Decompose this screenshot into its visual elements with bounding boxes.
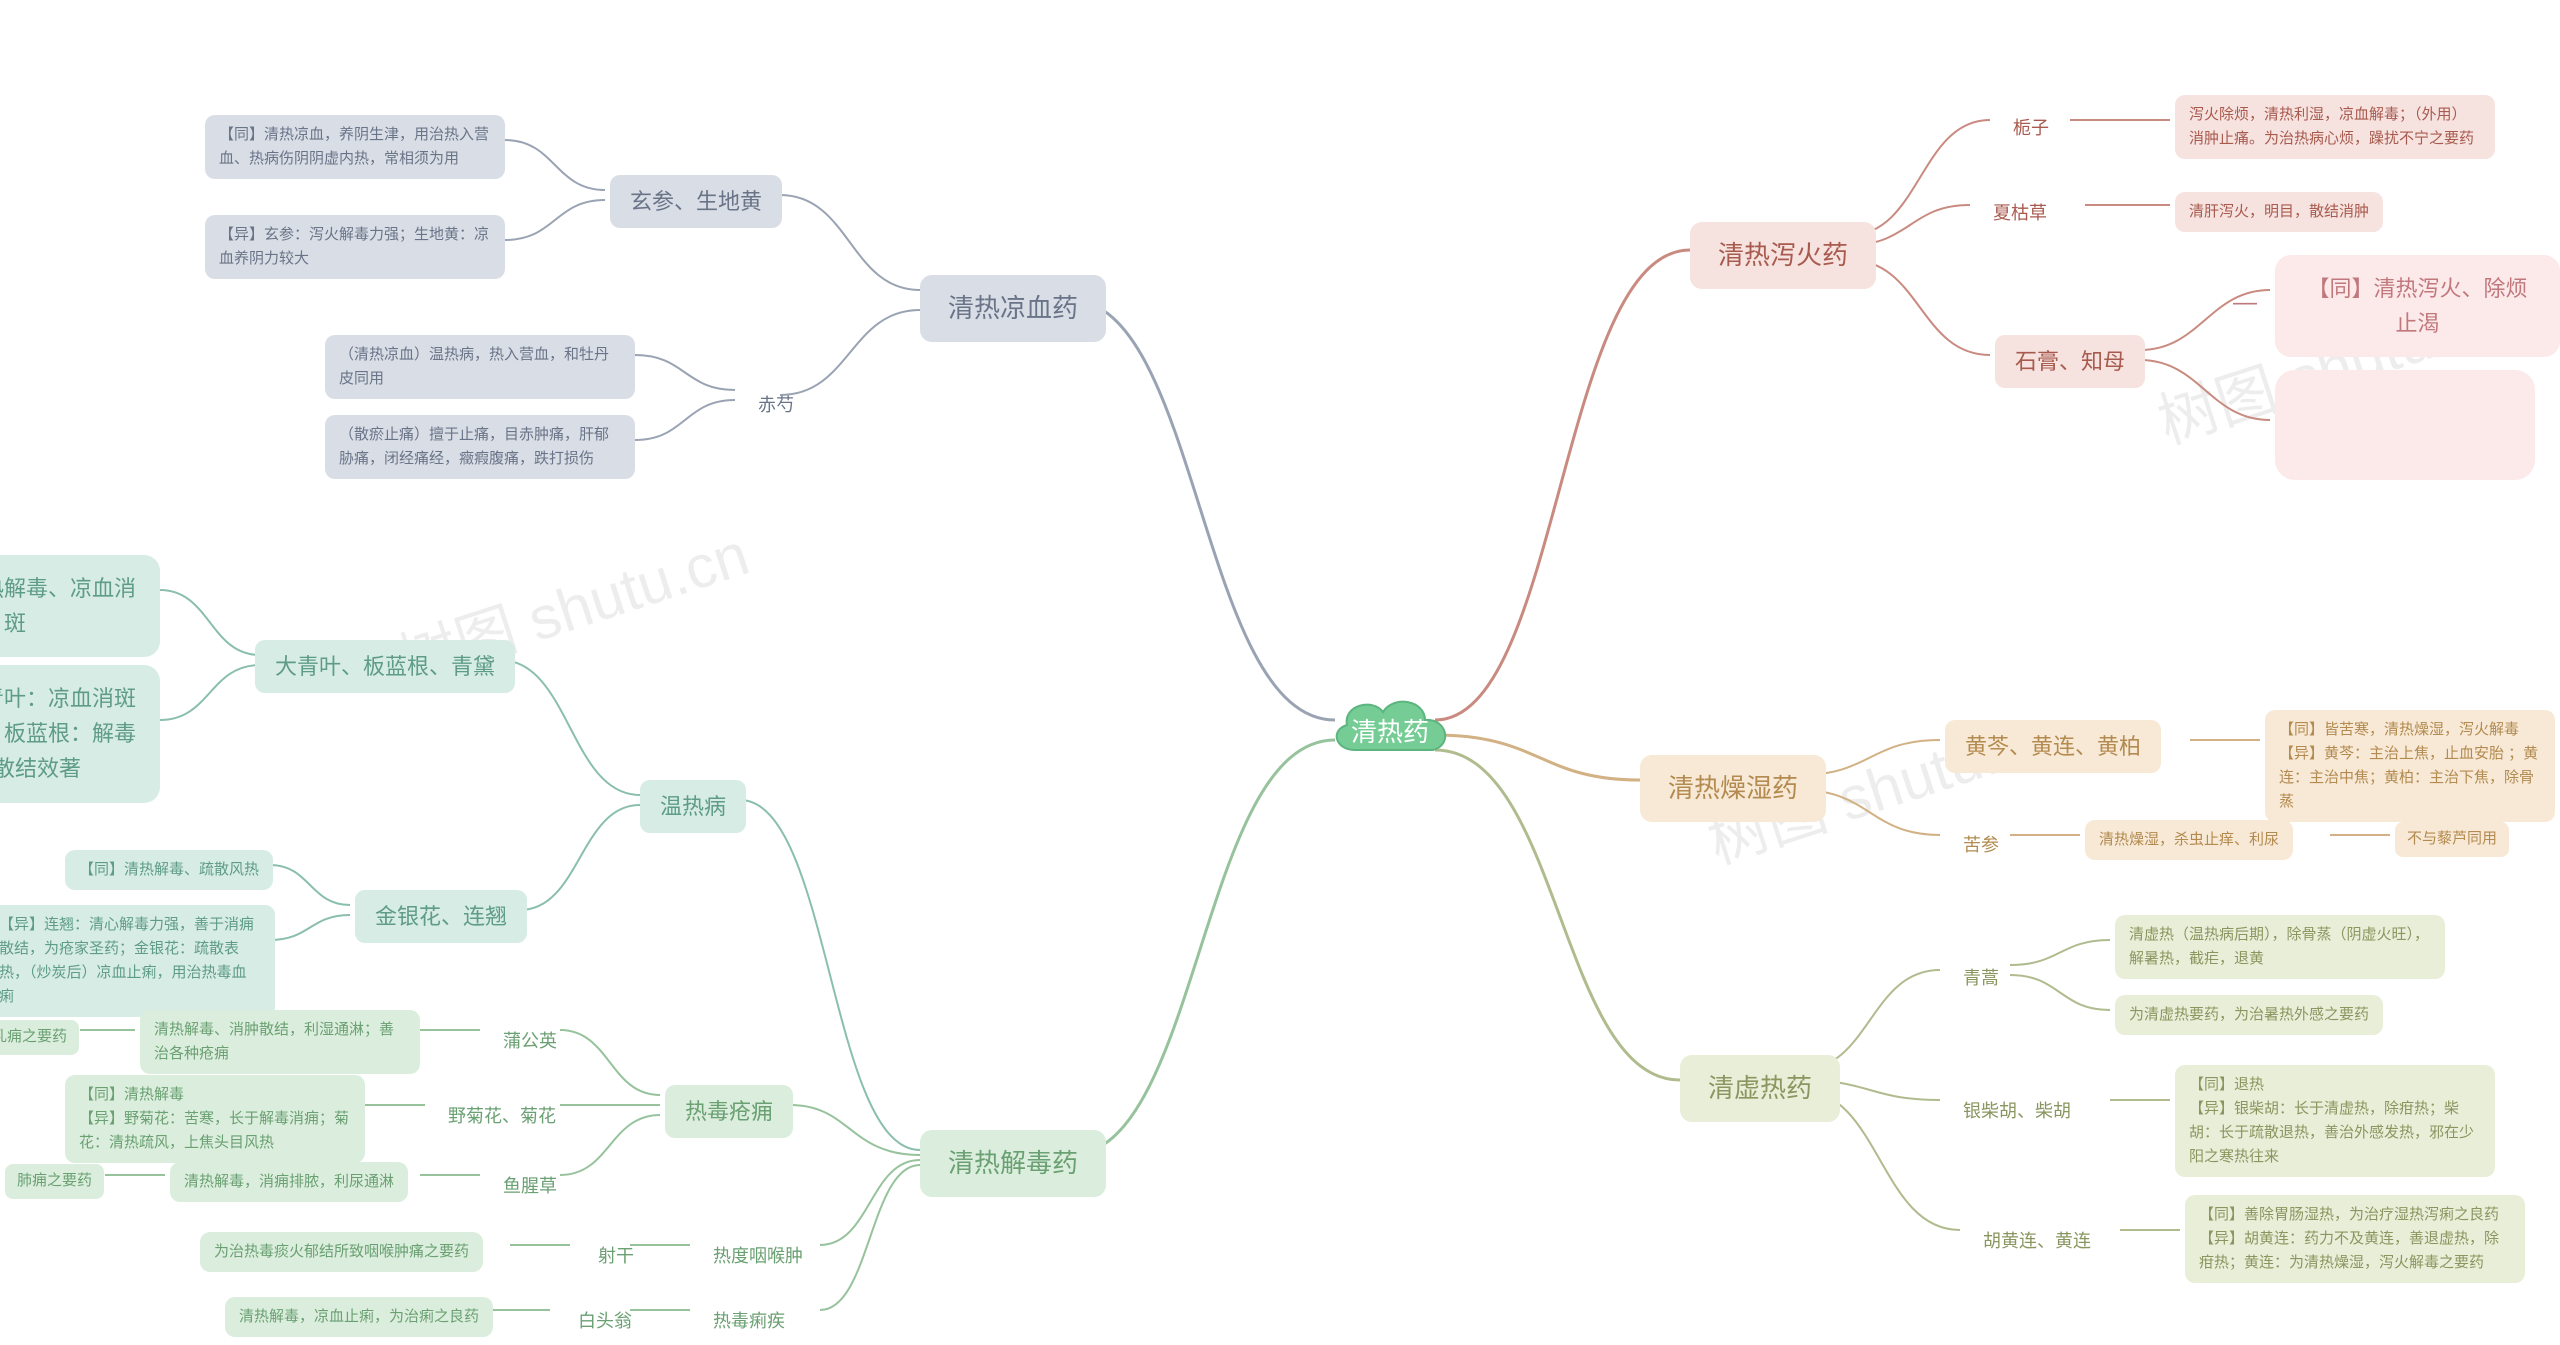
leaf-chishao-d2: （散瘀止痛）擅于止痛，目赤肿痛，肝郁胁痛，闭经痛经，癥瘕腹痛，跌打损伤 bbox=[325, 415, 635, 479]
node-chaihu[interactable]: 银柴胡、柴胡 bbox=[1945, 1088, 2089, 1135]
leaf-xuanshen-d2: 【异】玄参：泻火解毒力强；生地黄：凉血养阴力较大 bbox=[205, 215, 505, 279]
leaf-qinghao-d2: 为清虚热要药，为治暑热外感之要药 bbox=[2115, 995, 2383, 1035]
node-houzhong[interactable]: 热度咽喉肿 bbox=[695, 1233, 821, 1280]
tag-ruyong: 乳痈之要药 bbox=[0, 1020, 79, 1055]
leaf-yuxingcao-desc: 清热解毒，消痈排脓，利尿通淋 bbox=[170, 1162, 408, 1202]
node-chishao[interactable]: 赤芍 bbox=[740, 382, 812, 429]
cat-xu[interactable]: 清虚热药 bbox=[1680, 1055, 1840, 1122]
node-yejuhua[interactable]: 野菊花、菊花 bbox=[430, 1093, 574, 1140]
node-kushen[interactable]: 苦参 bbox=[1945, 822, 2017, 869]
node-shigao[interactable]: 石膏、知母 bbox=[1995, 335, 2145, 388]
node-baitouweng[interactable]: 白头翁 bbox=[560, 1298, 650, 1345]
node-liji[interactable]: 热毒痢疾 bbox=[695, 1298, 803, 1345]
node-huang3[interactable]: 黄芩、黄连、黄柏 bbox=[1945, 720, 2161, 773]
node-xuanshen[interactable]: 玄参、生地黄 bbox=[610, 175, 782, 228]
leaf-baitouweng-desc: 清热解毒，凉血止痢，为治痢之良药 bbox=[225, 1297, 493, 1337]
leaf-yejuhua-desc: 【同】清热解毒 【异】野菊花：苦寒，长于解毒消痈；菊花：清热疏风，上焦头目风热 bbox=[65, 1075, 365, 1163]
node-zhizi[interactable]: 栀子 bbox=[1995, 105, 2067, 152]
node-redu[interactable]: 热毒疮痈 bbox=[665, 1085, 793, 1138]
node-qinghao[interactable]: 青蒿 bbox=[1945, 955, 2017, 1002]
node-pugongying[interactable]: 蒲公英 bbox=[485, 1018, 575, 1065]
leaf-jinyinhua-d2: 【异】连翘：清心解毒力强，善于消痈散结，为疮家圣药；金银花：疏散表热，（炒炭后）… bbox=[0, 905, 275, 1017]
cat-damp[interactable]: 清热燥湿药 bbox=[1640, 755, 1826, 822]
tag-kushen-note: 不与藜芦同用 bbox=[2395, 822, 2509, 857]
root-label: 清热药 bbox=[1351, 712, 1429, 749]
leaf-kushen-desc: 清热燥湿，杀虫止痒、利尿 bbox=[2085, 820, 2293, 860]
leaf-jinyinhua-d1: 【同】清热解毒、疏散风热 bbox=[65, 850, 273, 890]
pink-empty-block bbox=[2275, 370, 2535, 480]
node-jinyinhua[interactable]: 金银花、连翘 bbox=[355, 890, 527, 943]
node-yuxingcao[interactable]: 鱼腥草 bbox=[485, 1163, 575, 1210]
leaf-chaihu-desc: 【同】退热 【异】银柴胡：长于清虚热，除疳热；柴胡：长于疏散退热，善治外感发热，… bbox=[2175, 1065, 2495, 1177]
leaf-daqingye-diff: 【异】大青叶：凉血消斑力度最强；板蓝根：解毒利咽散结效著 bbox=[0, 665, 160, 803]
dash-shigao: — bbox=[2215, 275, 2275, 331]
leaf-shegan-desc: 为治热毒痰火郁结所致咽喉肿痛之要药 bbox=[200, 1232, 483, 1272]
tag-feiyong: 肺痈之要药 bbox=[5, 1164, 104, 1199]
node-huhuanglian[interactable]: 胡黄连、黄连 bbox=[1965, 1218, 2109, 1265]
node-xiakucao[interactable]: 夏枯草 bbox=[1975, 190, 2065, 237]
leaf-qinghao-d1: 清虚热（温热病后期），除骨蒸（阴虚火旺），解暑热，截疟，退黄 bbox=[2115, 915, 2445, 979]
cat-fire[interactable]: 清热泻火药 bbox=[1690, 222, 1876, 289]
cat-detox[interactable]: 清热解毒药 bbox=[920, 1130, 1106, 1197]
leaf-pugongying-desc: 清热解毒、消肿散结，利湿通淋；善治各种疮痈 bbox=[140, 1010, 420, 1074]
leaf-zhizi-desc: 泻火除烦，清热利湿，凉血解毒；（外用）消肿止痛。为治热病心烦，躁扰不宁之要药 bbox=[2175, 95, 2495, 159]
cat-cool[interactable]: 清热凉血药 bbox=[920, 275, 1106, 342]
leaf-shigao-same: 【同】清热泻火、除烦止渴 bbox=[2275, 255, 2560, 357]
node-shegan[interactable]: 射干 bbox=[580, 1233, 652, 1280]
root-node[interactable]: 清热药 bbox=[1325, 690, 1455, 770]
leaf-xuanshen-d1: 【同】清热凉血，养阴生津，用治热入营血、热病伤阴阴虚内热，常相须为用 bbox=[205, 115, 505, 179]
leaf-daqingye-same: 【同】清热解毒、凉血消斑 bbox=[0, 555, 160, 657]
node-wenre[interactable]: 温热病 bbox=[640, 780, 746, 833]
node-daqingye[interactable]: 大青叶、板蓝根、青黛 bbox=[255, 640, 515, 693]
leaf-huang3-desc: 【同】皆苦寒，清热燥湿，泻火解毒 【异】黄芩：主治上焦，止血安胎 ；黄连：主治中… bbox=[2265, 710, 2555, 822]
leaf-huhuanglian-desc: 【同】善除胃肠湿热，为治疗湿热泻痢之良药 【异】胡黄连：药力不及黄连，善退虚热，… bbox=[2185, 1195, 2525, 1283]
leaf-xiakucao-desc: 清肝泻火，明目，散结消肿 bbox=[2175, 192, 2383, 232]
leaf-chishao-d1: （清热凉血）温热病，热入营血，和牡丹皮同用 bbox=[325, 335, 635, 399]
